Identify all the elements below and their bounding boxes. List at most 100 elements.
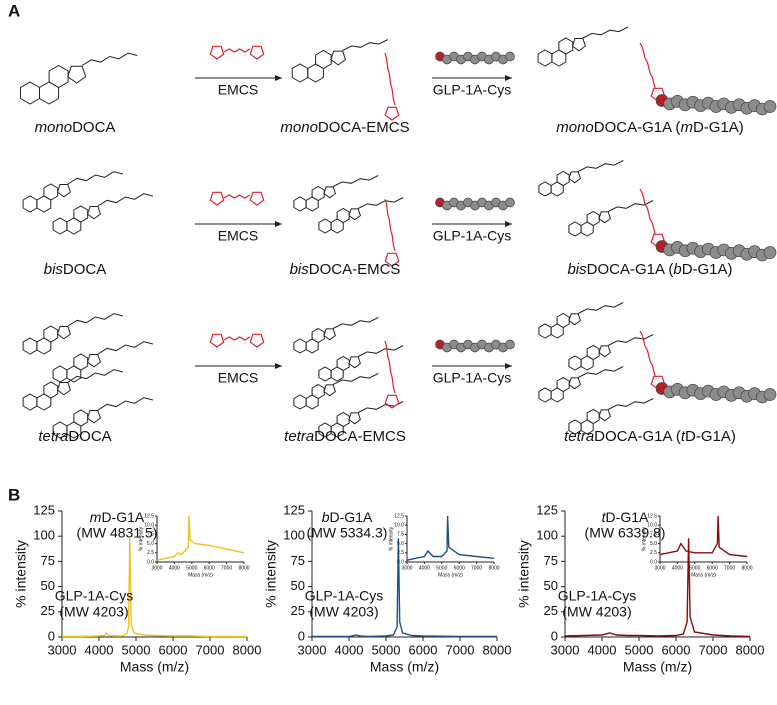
compound-label: tetraDOCA-EMCS: [284, 428, 406, 445]
text-segment: DOCA: [63, 261, 106, 278]
y-tick-label: 25: [291, 603, 305, 618]
text-segment: DOCA-G1A (: [594, 428, 681, 445]
chain: [384, 52, 396, 106]
compound-label: monoDOCA-EMCS: [280, 119, 409, 136]
ring: [318, 366, 332, 382]
text-segment: t: [602, 509, 607, 525]
chain: [67, 171, 124, 185]
ring: [22, 393, 38, 411]
peptide-bead: [505, 197, 515, 208]
inset-x-tick-label: 3000: [151, 565, 162, 571]
ring: [311, 185, 325, 202]
text-segment: b: [322, 509, 330, 525]
ring: [291, 63, 309, 83]
inset-y-tick-label: 5.0: [650, 541, 657, 547]
peak-label: mD-G1A: [90, 509, 145, 525]
arrow-head: [275, 75, 282, 81]
x-axis-label: Mass (m/z): [120, 659, 189, 675]
spectrum: [312, 538, 497, 638]
inset-x-tick-label: 3000: [401, 565, 412, 571]
inset-x-tick-label: 5000: [436, 565, 447, 571]
text-segment: tetra: [284, 428, 314, 445]
ring: [52, 365, 68, 383]
text-segment: DOCA-EMCS: [318, 119, 410, 136]
inset-x-axis-label: Mass (m/z): [691, 572, 716, 578]
y-tick-label: 50: [41, 578, 55, 593]
inset-y-tick-label: 5.0: [147, 541, 154, 547]
inset-y-tick-label: 0.0: [650, 559, 657, 565]
inset-x-axis-label: Mass (m/z): [188, 572, 213, 578]
chain: [97, 193, 154, 207]
y-axis-label: % intensity: [516, 540, 532, 608]
ring: [568, 221, 582, 237]
text-segment: mono: [280, 119, 318, 136]
chain: [332, 175, 379, 187]
ring: [586, 210, 600, 227]
ring: [330, 50, 347, 66]
compound-label: bisDOCA: [44, 261, 107, 278]
peptide-bead: [505, 339, 515, 350]
maleimide: [384, 252, 400, 267]
chain: [384, 198, 396, 252]
x-tick-label: 4000: [588, 642, 617, 657]
inset-x-tick-label: 7000: [724, 565, 735, 571]
compound-label: bisDOCA-G1A (bD-G1A): [567, 261, 732, 278]
maleimide: [384, 106, 400, 121]
x-tick-label: 4000: [335, 642, 364, 657]
chain: [582, 26, 629, 39]
ring: [73, 205, 89, 223]
x-tick-label: 8000: [483, 642, 512, 657]
arrow-head: [275, 363, 282, 369]
x-tick-label: 5000: [625, 642, 654, 657]
text-segment: bis: [290, 261, 310, 278]
chain: [97, 397, 154, 411]
peptide-bead: [763, 388, 777, 401]
inset-x-tick-label: 4000: [419, 565, 430, 571]
ring: [323, 328, 336, 341]
maleimide: [209, 45, 225, 60]
text-segment: DOCA: [68, 428, 111, 445]
ring: [56, 382, 71, 396]
peak-annotation: (MW 4203): [309, 604, 378, 620]
x-tick-label: 3000: [48, 642, 77, 657]
ring: [336, 355, 350, 372]
inset-y-tick-label: 5.0: [397, 541, 404, 547]
chain: [639, 42, 656, 89]
chain: [607, 334, 654, 346]
text-segment: D-G1A: [101, 509, 144, 525]
inset-y-tick-label: 12.5: [647, 513, 657, 519]
chain: [223, 194, 251, 199]
chain: [357, 197, 404, 209]
ring: [323, 186, 336, 199]
ring: [22, 337, 38, 355]
chain: [342, 39, 388, 51]
inset-x-tick-label: 8000: [488, 565, 499, 571]
peak-label: (MW 5334.3): [307, 525, 388, 541]
ring: [568, 313, 581, 326]
ring: [568, 355, 582, 371]
x-tick-label: 5000: [122, 642, 151, 657]
peptide-bead: [505, 51, 515, 62]
text-segment: D-G1A: [330, 509, 373, 525]
ring: [323, 384, 336, 397]
y-tick-label: 125: [536, 502, 558, 517]
spectrum: [156, 515, 245, 561]
ring: [52, 217, 68, 235]
ring: [568, 377, 581, 390]
x-tick-label: 3000: [551, 642, 580, 657]
text-segment: D-G1A): [682, 261, 733, 278]
inset-y-tick-label: 2.5: [397, 550, 404, 556]
x-tick-label: 8000: [736, 642, 765, 657]
reagent-label: EMCS: [218, 228, 258, 244]
x-tick-label: 5000: [372, 642, 401, 657]
peak-label: bD-G1A: [322, 509, 373, 525]
compound-label: bisDOCA-EMCS: [290, 261, 401, 278]
text-segment: m: [680, 119, 693, 136]
text-segment: DOCA-EMCS: [314, 428, 406, 445]
ring: [315, 49, 332, 70]
chain: [332, 317, 379, 329]
y-tick-label: 75: [41, 553, 55, 568]
ring: [293, 196, 307, 212]
inset-y-tick-label: 2.5: [650, 550, 657, 556]
